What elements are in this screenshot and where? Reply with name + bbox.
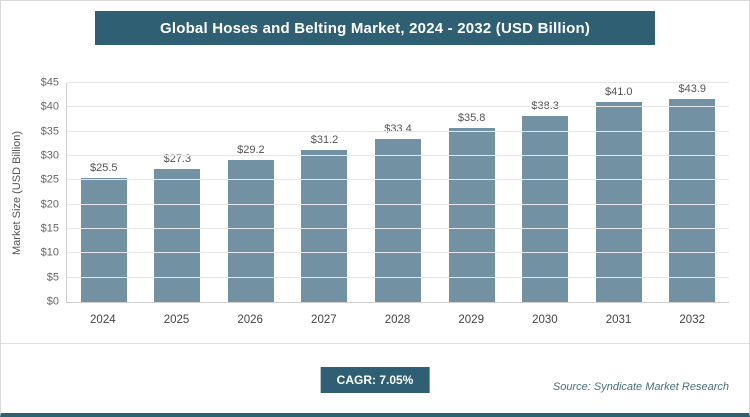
bar: [227, 159, 274, 302]
bar-value-label: $33.4: [384, 123, 412, 136]
bar-column: $35.8: [435, 83, 509, 302]
bar-column: $27.3: [141, 83, 215, 302]
bar: [375, 139, 422, 302]
y-tick-label: $5: [46, 271, 59, 284]
bar-column: $31.2: [288, 83, 362, 302]
source-attribution: Source: Syndicate Market Research: [552, 381, 729, 393]
x-tick-label: 2026: [237, 314, 263, 326]
bar-value-label: $31.2: [310, 134, 339, 147]
bar-column: $29.2: [214, 83, 288, 302]
y-tick-label: $10: [40, 246, 59, 259]
x-tick-label: 2031: [605, 314, 632, 326]
cagr-badge: CAGR: 7.05%: [320, 367, 430, 393]
x-tick-label: 2027: [311, 314, 337, 326]
gridline: [67, 130, 729, 132]
plot-area: $25.5 $27.3 $29.2 $31.2 $33.4 $35.8 $38.3 $41.0…: [41, 77, 729, 307]
y-tick-label: $25: [40, 173, 59, 186]
bar: [595, 102, 642, 302]
bar: [448, 127, 495, 302]
y-tick-label: $45: [40, 76, 59, 89]
bar-column: $25.5: [67, 83, 141, 302]
y-axis-title: Market Size (USD Billion): [11, 130, 23, 256]
footer-divider: [1, 343, 749, 344]
x-tick-label: 2028: [384, 314, 411, 326]
gridline: [67, 276, 729, 278]
bar-value-label: $38.3: [531, 100, 559, 112]
bar-value-label: $43.9: [678, 83, 707, 95]
chart-region: $25.5 $27.3 $29.2 $31.2 $33.4 $35.8 $38.3 $41.0…: [41, 77, 729, 307]
gridline: [67, 179, 729, 181]
bar-value-label: $29.2: [237, 143, 265, 156]
bar: [80, 177, 127, 302]
gridline: [67, 82, 729, 83]
y-tick-label: $35: [40, 125, 59, 138]
bar: [669, 99, 716, 302]
bar-column: $38.3: [508, 83, 582, 302]
bar-column: $41.0: [582, 83, 656, 302]
bar-column: $33.4: [361, 83, 435, 302]
bar: [522, 115, 569, 302]
x-tick-label: 2032: [679, 314, 705, 326]
bar-value-label: $35.8: [457, 111, 486, 124]
bar-column: $43.9: [656, 83, 730, 302]
bar: [154, 169, 201, 302]
x-tick-label: 2030: [532, 314, 558, 326]
y-tick-label: $15: [40, 222, 59, 235]
y-tick-label: $40: [40, 100, 59, 113]
x-tick-label: 2025: [163, 314, 190, 326]
chart-title: Global Hoses and Belting Market, 2024 - …: [95, 11, 655, 45]
gridline: [67, 228, 729, 230]
bar-value-label: $41.0: [604, 86, 633, 99]
y-tick-label: $0: [46, 295, 59, 308]
y-tick-label: $30: [40, 149, 59, 162]
gridline: [67, 155, 729, 157]
x-axis-labels: 2024 2025 2026 2027 2028 2029 2030 2031 2032: [66, 307, 729, 333]
bar-value-label: $25.5: [90, 161, 118, 174]
x-tick-label: 2024: [90, 314, 116, 326]
bar-value-label: $27.3: [163, 153, 192, 166]
gridline: [67, 252, 729, 254]
bars: $25.5 $27.3 $29.2 $31.2 $33.4 $35.8 $38.3 $41.0…: [67, 83, 729, 302]
bar: [301, 150, 348, 302]
y-tick-label: $20: [40, 198, 59, 211]
gridline: [67, 106, 729, 108]
gridline: [67, 203, 729, 205]
x-tick-label: 2029: [458, 314, 484, 326]
